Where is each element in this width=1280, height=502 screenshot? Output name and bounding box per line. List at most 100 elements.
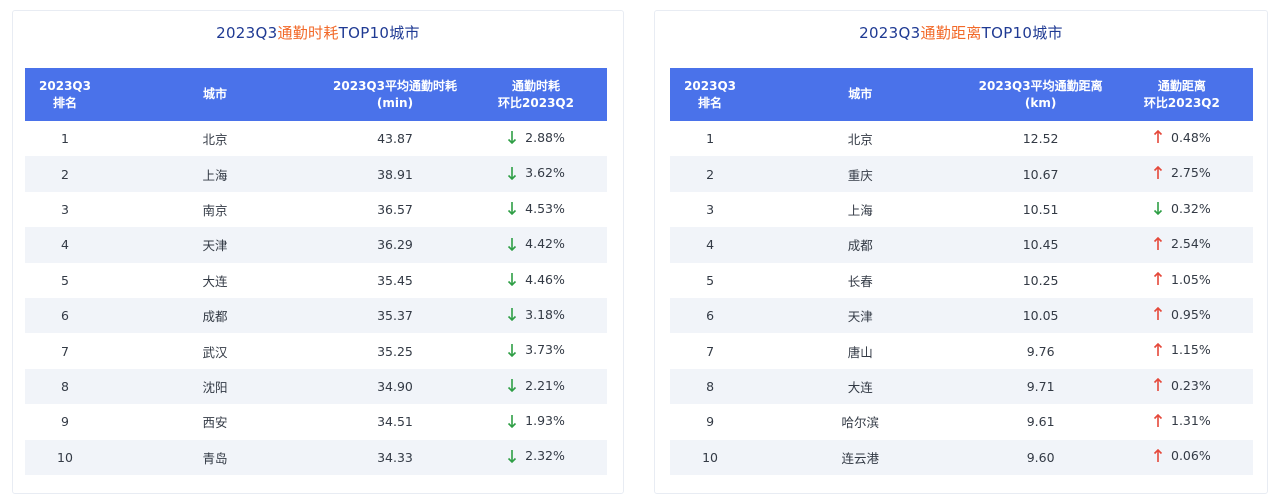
cell-value: 10.67 (1022, 166, 1059, 182)
arrow-up-icon (1153, 413, 1163, 428)
cell-city: 成都 (202, 309, 228, 325)
arrow-down-icon (507, 166, 517, 180)
header-city: 城市 (848, 87, 873, 101)
cell-value: 35.45 (377, 272, 413, 288)
table-row: 5 长春 10.25 1.05% (670, 263, 1253, 298)
arrow-down-icon (507, 307, 517, 322)
change-percent: 2.54% (1171, 236, 1211, 252)
change-percent: 4.53% (525, 200, 565, 216)
arrow-down-icon (507, 414, 517, 428)
cell-change: 3.62% (465, 156, 607, 191)
table-row: 3 上海 10.51 0.32% (670, 192, 1253, 227)
cell-city: 连云港 (841, 450, 880, 466)
cell-city: 上海 (847, 202, 873, 218)
cell-value: 9.61 (1026, 414, 1055, 430)
cell-change: 2.75% (1111, 156, 1253, 191)
arrow-down-icon (507, 449, 517, 463)
cell-change: 0.32% (1111, 192, 1253, 227)
cell-change: 1.15% (1111, 333, 1253, 368)
cell-rank: 9 (61, 414, 69, 430)
cell-change: 0.23% (1111, 369, 1253, 404)
cell-city: 南京 (202, 202, 228, 218)
arrow-down-icon (507, 378, 517, 393)
cell-city: 北京 (847, 132, 873, 148)
arrow-down-icon (507, 343, 517, 357)
arrow-up-icon (1153, 307, 1163, 321)
cell-rank: 8 (61, 378, 69, 394)
cell-change: 2.88% (465, 121, 607, 156)
arrow-down-icon (507, 130, 517, 145)
cell-city: 西安 (202, 415, 228, 431)
cell-change: 2.32% (465, 440, 607, 475)
cell-rank: 7 (61, 343, 69, 359)
change-percent: 2.88% (525, 129, 565, 145)
cell-value: 10.45 (1022, 237, 1059, 253)
cell-rank: 10 (702, 449, 719, 465)
cell-rank: 7 (706, 343, 715, 359)
cell-rank: 2 (706, 166, 715, 182)
arrow-up-icon (1153, 236, 1163, 251)
header-rank: 2023Q3 排名 (684, 78, 737, 110)
cell-rank: 3 (61, 201, 69, 217)
panel-title: 2023Q3通勤时耗TOP10城市 (13, 23, 623, 43)
arrow-down-icon (1153, 201, 1163, 216)
title-prefix: 2023Q3 (859, 24, 921, 42)
table-row: 10 连云港 9.60 0.06% (670, 439, 1253, 475)
cell-change: 2.54% (1111, 227, 1253, 262)
change-percent: 0.95% (1171, 306, 1211, 322)
cell-city: 唐山 (847, 344, 873, 360)
change-percent: 4.42% (525, 236, 565, 252)
arrow-down-icon (507, 201, 517, 216)
cell-value: 35.37 (377, 308, 413, 324)
table-row: 2 上海 38.91 3.62% (25, 156, 607, 192)
table-row: 4 成都 10.45 2.54% (670, 227, 1253, 263)
cell-city: 成都 (847, 238, 873, 254)
commute-distance-panel: 2023Q3通勤距离TOP10城市 2023Q3 排名 城市 2023Q3平均通勤… (654, 10, 1268, 494)
commute-time-panel: 2023Q3通勤时耗TOP10城市 2023Q3 排名 城市 2023Q3平均通勤… (12, 10, 624, 494)
table-row: 6 天津 10.05 0.95% (670, 297, 1253, 334)
cell-rank: 9 (706, 414, 715, 430)
cell-value: 43.87 (377, 131, 413, 147)
change-percent: 0.32% (1171, 200, 1211, 216)
cell-city: 大连 (202, 273, 228, 289)
title-highlight: 通勤时耗 (277, 24, 339, 42)
cell-city: 沈阳 (202, 379, 228, 395)
cell-value: 34.90 (377, 378, 413, 394)
table-body: 1 北京 12.52 0.48% 2 重庆 10.67 2.75% 3 上海 10.51 0.32% 4… (670, 121, 1253, 475)
cell-change: 4.46% (465, 263, 607, 298)
cell-rank: 1 (61, 131, 69, 147)
cell-change: 3.18% (465, 298, 607, 333)
cell-city: 重庆 (847, 167, 873, 183)
table-row: 9 西安 34.51 1.93% (25, 404, 607, 439)
arrow-up-icon (1153, 272, 1163, 286)
cell-value: 34.33 (377, 449, 413, 465)
cell-rank: 4 (61, 237, 69, 253)
cell-value: 9.71 (1026, 378, 1055, 394)
cell-rank: 10 (57, 449, 73, 465)
commute-time-table: 2023Q3 排名 城市 2023Q3平均通勤时耗 (min) 通勤时耗 环比2023… (25, 68, 607, 475)
table-row: 3 南京 36.57 4.53% (25, 192, 607, 227)
cell-change: 4.53% (465, 192, 607, 227)
table-row: 6 成都 35.37 3.18% (25, 297, 607, 334)
cell-value: 35.25 (377, 343, 413, 359)
cell-change: 0.95% (1111, 298, 1253, 333)
title-prefix: 2023Q3 (216, 24, 278, 42)
change-percent: 3.18% (525, 306, 565, 322)
change-percent: 0.06% (1171, 448, 1211, 464)
table-row: 7 唐山 9.76 1.15% (670, 333, 1253, 368)
change-percent: 2.75% (1171, 165, 1211, 181)
cell-value: 36.29 (377, 237, 413, 253)
arrow-down-icon (507, 272, 517, 286)
cell-rank: 3 (706, 201, 715, 217)
title-suffix: TOP10城市 (338, 24, 420, 42)
cell-rank: 4 (706, 237, 715, 253)
cell-city: 北京 (202, 132, 228, 148)
cell-city: 武汉 (202, 344, 228, 360)
cell-change: 0.06% (1111, 440, 1253, 475)
cell-value: 10.05 (1022, 308, 1059, 324)
arrow-down-icon (507, 237, 517, 251)
change-percent: 3.62% (525, 165, 565, 181)
header-value: 2023Q3平均通勤距离 (km) (978, 78, 1103, 110)
cell-change: 4.42% (465, 227, 607, 262)
cell-city: 长春 (847, 273, 873, 289)
